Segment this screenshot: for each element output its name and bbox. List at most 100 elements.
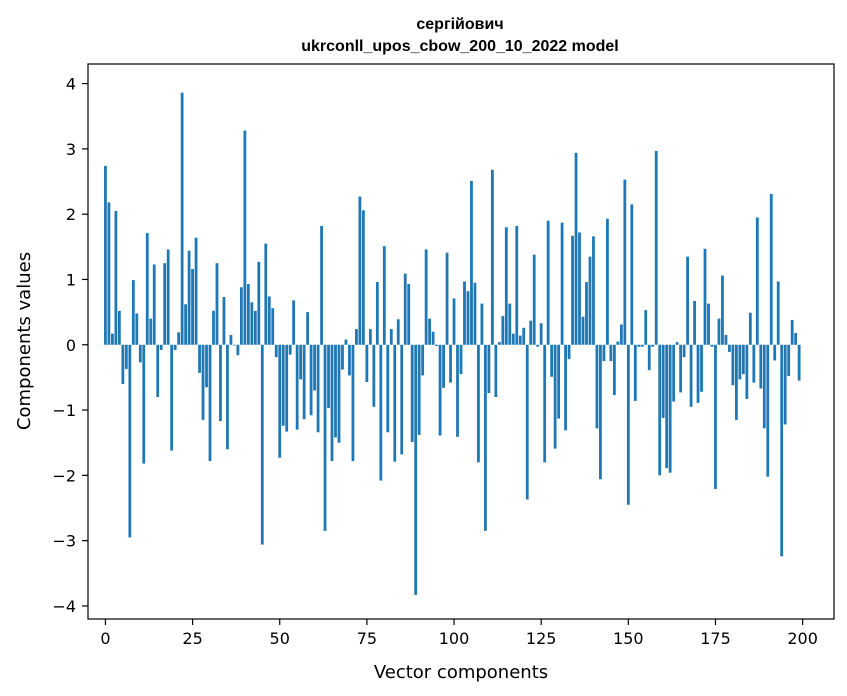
bar-128 bbox=[550, 344, 554, 377]
bar-60 bbox=[313, 344, 316, 391]
y-tick-label-1: −3 bbox=[52, 532, 76, 551]
bar-185 bbox=[748, 312, 752, 345]
bar-173 bbox=[707, 303, 710, 345]
bar-21 bbox=[177, 332, 181, 345]
bar-147 bbox=[616, 341, 620, 345]
bar-39 bbox=[239, 287, 243, 345]
x-tick-label-0: 0 bbox=[100, 629, 110, 648]
bar-106 bbox=[473, 282, 477, 345]
bar-45 bbox=[260, 344, 264, 545]
bar-139 bbox=[588, 256, 592, 345]
bar-140 bbox=[592, 236, 595, 345]
bar-27 bbox=[198, 344, 201, 373]
bars-group bbox=[104, 92, 801, 595]
y-tick-label-4: 0 bbox=[66, 336, 76, 355]
bar-22 bbox=[180, 92, 184, 345]
y-axis-ticks: −4 −3 −2 −1 0 1 2 3 4 bbox=[52, 75, 88, 616]
bar-64 bbox=[327, 344, 330, 409]
bar-143 bbox=[602, 344, 606, 362]
bar-167 bbox=[686, 256, 689, 345]
y-tick-label-3: −1 bbox=[52, 401, 76, 420]
bar-31 bbox=[212, 310, 215, 345]
bar-93 bbox=[428, 318, 432, 345]
chart-subtitle: ukrconll_upos_cbow_200_10_2022 model bbox=[301, 38, 618, 55]
bar-156 bbox=[647, 344, 651, 371]
bar-98 bbox=[445, 252, 449, 345]
bar-122 bbox=[529, 320, 533, 345]
bar-102 bbox=[459, 344, 463, 375]
bar-50 bbox=[278, 344, 282, 458]
x-axis-ticks: 0 25 50 75 100 125 150 175 200 bbox=[100, 619, 818, 648]
bar-58 bbox=[306, 312, 310, 345]
bar-14 bbox=[152, 264, 156, 345]
bar-55 bbox=[295, 344, 299, 430]
bar-67 bbox=[337, 344, 341, 443]
bar-35 bbox=[226, 344, 229, 450]
bar-180 bbox=[731, 344, 735, 386]
bar-129 bbox=[553, 344, 557, 449]
bar-52 bbox=[285, 344, 289, 432]
bar-154 bbox=[640, 344, 644, 347]
bar-0 bbox=[104, 165, 107, 345]
x-tick-label-5: 125 bbox=[526, 629, 557, 648]
bar-174 bbox=[710, 344, 714, 347]
bar-56 bbox=[299, 344, 303, 380]
bar-164 bbox=[675, 342, 679, 345]
bar-103 bbox=[463, 281, 466, 345]
bar-77 bbox=[372, 344, 376, 407]
bar-175 bbox=[714, 344, 717, 490]
bar-141 bbox=[595, 344, 599, 429]
bar-149 bbox=[623, 179, 627, 345]
bar-68 bbox=[341, 344, 344, 370]
bar-47 bbox=[267, 296, 271, 345]
bar-177 bbox=[721, 275, 724, 345]
bar-76 bbox=[368, 329, 372, 345]
bar-85 bbox=[400, 344, 404, 455]
bar-92 bbox=[424, 249, 428, 345]
bar-70 bbox=[348, 344, 351, 376]
bar-69 bbox=[344, 339, 348, 345]
bar-29 bbox=[205, 344, 208, 388]
bar-155 bbox=[644, 310, 648, 345]
bar-37 bbox=[233, 344, 236, 346]
bar-15 bbox=[156, 344, 160, 397]
bar-119 bbox=[518, 335, 522, 345]
bar-150 bbox=[626, 344, 630, 505]
bar-24 bbox=[187, 250, 191, 345]
bar-6 bbox=[124, 344, 128, 369]
bar-192 bbox=[773, 344, 777, 361]
bar-34 bbox=[222, 297, 226, 345]
bar-163 bbox=[672, 344, 676, 402]
bar-74 bbox=[362, 210, 365, 345]
bar-16 bbox=[159, 344, 163, 350]
bar-63 bbox=[323, 344, 327, 531]
bar-171 bbox=[700, 344, 703, 392]
bar-138 bbox=[585, 282, 588, 345]
x-tick-label-2: 50 bbox=[270, 629, 290, 648]
bar-8 bbox=[131, 280, 135, 345]
bar-28 bbox=[201, 344, 205, 420]
plot-frame bbox=[87, 63, 835, 620]
bar-165 bbox=[679, 344, 683, 393]
bar-54 bbox=[292, 300, 296, 345]
bar-125 bbox=[539, 323, 543, 345]
bar-132 bbox=[564, 344, 567, 431]
bar-12 bbox=[145, 233, 149, 345]
bar-75 bbox=[365, 344, 369, 382]
bar-198 bbox=[794, 333, 798, 345]
bar-157 bbox=[651, 344, 655, 347]
x-tick-label-6: 150 bbox=[613, 629, 644, 648]
bar-7 bbox=[128, 344, 132, 538]
bar-176 bbox=[717, 318, 721, 345]
bar-104 bbox=[466, 291, 470, 345]
bar-66 bbox=[334, 344, 337, 438]
bar-18 bbox=[166, 249, 170, 345]
bar-33 bbox=[219, 344, 222, 422]
bar-187 bbox=[755, 217, 759, 345]
bar-199 bbox=[797, 344, 801, 381]
bar-196 bbox=[787, 344, 791, 377]
bar-189 bbox=[762, 344, 766, 429]
bar-36 bbox=[229, 334, 233, 345]
bar-126 bbox=[543, 344, 547, 463]
